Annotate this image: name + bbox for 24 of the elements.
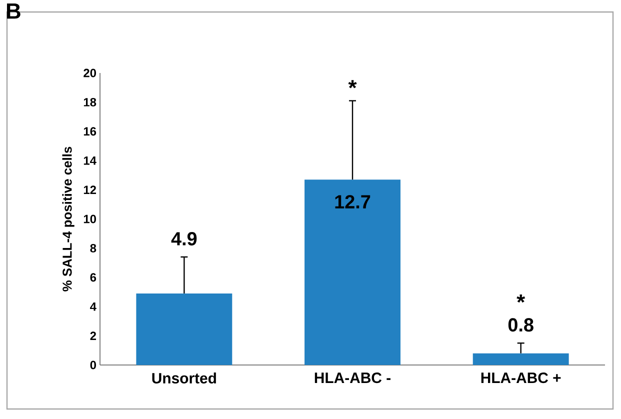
y-axis-title: % SALL-4 positive cells	[62, 146, 74, 292]
bar	[304, 180, 400, 365]
bar	[472, 353, 569, 365]
x-tick-label: HLA-ABC -	[314, 372, 390, 384]
y-tick-label: 10	[84, 214, 96, 224]
x-tick-label: HLA-ABC +	[481, 372, 561, 384]
y-tick-label: 6	[90, 273, 96, 282]
y-tick-label: 2	[90, 332, 96, 340]
bar	[136, 293, 232, 365]
y-tick-label: 16	[84, 127, 96, 136]
data-label: 0.8	[508, 318, 534, 332]
y-tick-label: 8	[90, 244, 96, 252]
y-tick-label: 20	[84, 68, 96, 78]
x-tick-label: Unsorted	[152, 372, 216, 384]
data-label: 12.7	[335, 195, 370, 208]
annotation: *	[348, 80, 357, 88]
y-tick-label: 12	[84, 186, 96, 194]
chart-title: B	[6, 4, 20, 19]
y-tick-label: 18	[84, 98, 96, 106]
y-tick-label: 0	[90, 360, 96, 370]
data-label: 4.9	[171, 232, 197, 246]
y-tick-label: 4	[90, 302, 96, 311]
y-tick-label: 14	[84, 156, 96, 165]
annotation: *	[516, 294, 526, 303]
